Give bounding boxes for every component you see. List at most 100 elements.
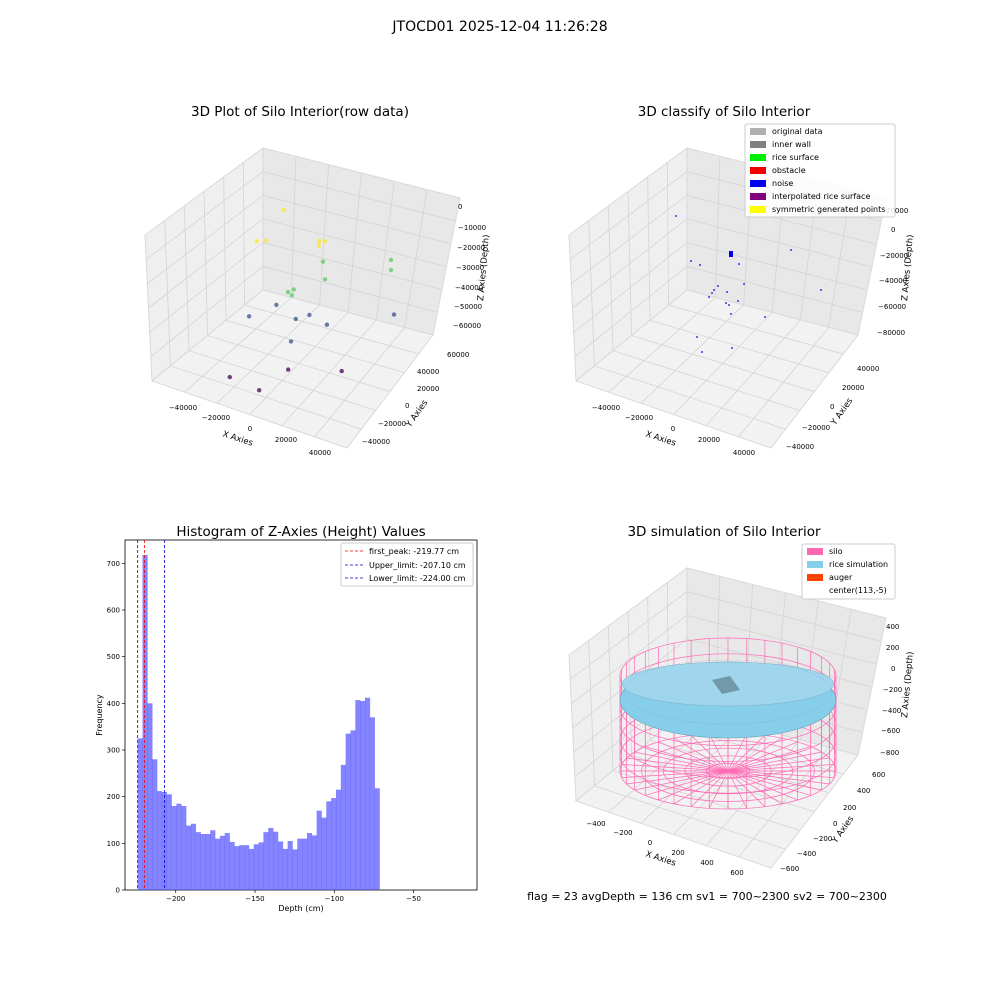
histogram-x-label: Depth (cm) <box>278 904 323 913</box>
sim-z-ticks: 400 200 0 −200 −400 −600 −800 <box>880 623 902 757</box>
noise-point <box>729 251 733 255</box>
histogram-bar <box>190 823 197 890</box>
y-tick-label: 600 <box>107 607 120 615</box>
histogram-y-ticks: 0 100 200 300 400 500 600 700 <box>107 560 125 895</box>
histogram-bar <box>321 817 327 890</box>
legend-swatch-interpolated <box>750 193 766 200</box>
sim-y-label: Y Axies <box>830 814 857 846</box>
legend-swatch-original-data <box>750 128 766 135</box>
noise-point <box>790 249 792 251</box>
sim-z-tick: −200 <box>883 686 902 694</box>
legend-swatch-silo <box>807 548 823 555</box>
histogram-bar <box>210 830 216 890</box>
legend-label-interpolated: interpolated rice surface <box>772 192 870 201</box>
simulation-legend: silo rice simulation auger center(113,-5… <box>801 543 896 600</box>
histogram-bar <box>311 835 317 890</box>
classify-x-tick: 40000 <box>733 449 755 457</box>
grid-line <box>738 327 829 438</box>
classify-z-tick: −60000 <box>878 303 906 311</box>
silo-floor-spoke <box>727 746 811 772</box>
silo-floor-spoke <box>621 764 729 772</box>
legend-label-first-peak: first_peak: -219.77 cm <box>369 547 459 556</box>
legend-label-noise: noise <box>772 179 793 188</box>
silo-floor-spoke <box>727 737 783 772</box>
silo-floor-spoke <box>727 733 748 772</box>
silo-floor-spoke <box>708 733 729 772</box>
sim-x-ticks: −400 −200 0 200 400 600 <box>586 820 743 877</box>
classify-z-tick: 0 <box>891 226 895 234</box>
raw-z-tick: −10000 <box>458 224 486 232</box>
noise-point <box>713 289 715 291</box>
histogram-bar <box>224 833 230 890</box>
sim-z-label: Z Axies (Depth) <box>900 651 916 718</box>
raw-point <box>322 238 327 244</box>
sim-y-tick: 200 <box>843 804 856 812</box>
y-tick-label: 200 <box>107 793 120 801</box>
silo-floor-spoke <box>727 770 822 791</box>
classify-x-tick: 20000 <box>698 436 720 444</box>
histogram-bar <box>147 703 153 890</box>
raw-point <box>281 207 286 212</box>
noise-point <box>696 336 698 338</box>
histogram-bar <box>195 832 201 890</box>
classify-y-tick: −40000 <box>786 443 814 451</box>
legend-label-original-data: original data <box>772 127 823 136</box>
sim-x-tick: 200 <box>671 849 684 857</box>
legend-label-upper-limit: Upper_limit: -207.10 cm <box>369 561 466 570</box>
classify-y-label: Y Axies <box>829 396 856 428</box>
raw-z-tick: −60000 <box>453 322 481 330</box>
sim-z-tick: 400 <box>886 623 899 631</box>
rice-surface <box>619 659 837 739</box>
silo-floor-spoke <box>727 764 835 772</box>
sim-x-tick: −200 <box>613 829 632 837</box>
raw-point <box>388 257 394 263</box>
raw-point <box>257 388 262 393</box>
histogram-x-ticks: −200 −150 −100 −50 <box>166 890 421 903</box>
raw-z-tick: −30000 <box>456 264 484 272</box>
raw-y-tick: 40000 <box>417 368 439 376</box>
silo-floor-spoke <box>727 735 766 772</box>
y-tick-label: 300 <box>107 747 120 755</box>
raw-y-tick: 0 <box>405 402 409 410</box>
raw-z-tick: 0 <box>458 203 462 211</box>
histogram-bar <box>253 844 259 890</box>
sim-x-tick: 400 <box>700 859 713 867</box>
silo-floor-spoke <box>727 741 798 772</box>
histogram-bar <box>287 841 293 890</box>
histogram-bar <box>171 806 177 890</box>
histogram-bar <box>364 697 371 890</box>
sim-y-tick: 400 <box>857 787 870 795</box>
x-tick-label: −200 <box>166 895 185 903</box>
grid-line <box>574 265 862 357</box>
histogram-bar <box>219 835 226 890</box>
sim-y-ticks: −600 −400 −200 0 200 400 600 <box>780 771 885 873</box>
histogram-bar <box>186 825 192 890</box>
y-tick-label: 700 <box>107 560 120 568</box>
histogram-bar <box>152 759 158 890</box>
raw-point <box>293 316 298 322</box>
classify-legend-box <box>744 123 896 218</box>
raw-point <box>291 287 296 292</box>
classify-x-tick: −20000 <box>625 414 653 422</box>
sim-x-tick: 600 <box>730 869 743 877</box>
silo-floor-spoke <box>727 757 830 772</box>
histogram-bar <box>273 831 279 890</box>
classify-z-tick: −40000 <box>879 277 907 285</box>
y-tick-label: 500 <box>107 653 120 661</box>
figure-suptitle: JTOCD01 2025-12-04 11:26:28 <box>391 19 607 35</box>
histogram-bar <box>234 846 240 890</box>
raw-x-tick: −20000 <box>202 414 230 422</box>
legend-label-inner-wall: inner wall <box>772 140 811 149</box>
raw-x-tick: 20000 <box>275 436 297 444</box>
sim-z-tick: −800 <box>880 749 899 757</box>
grid-line <box>314 327 405 438</box>
noise-point <box>731 347 733 349</box>
raw-point <box>307 312 312 318</box>
noise-point <box>730 313 732 315</box>
raw-point <box>316 243 322 248</box>
noise-point <box>764 316 766 318</box>
panel-classify-title: 3D classify of Silo Interior <box>638 104 811 120</box>
noise-point <box>738 263 740 265</box>
noise-point <box>699 264 701 266</box>
